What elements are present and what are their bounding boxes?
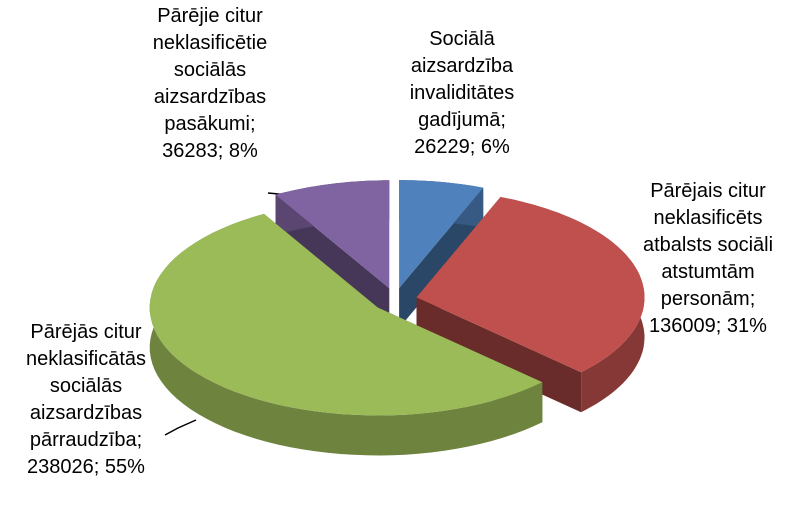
label-line: sociālās (50, 375, 122, 397)
label-value: 36283; 8% (162, 140, 258, 162)
label-line: atstumtām (661, 261, 754, 283)
slice-top (275, 180, 390, 289)
label-name: Sociālā aizsardzība invaliditātes gadījumā; (410, 28, 515, 131)
data-label: Pārējais citur neklasificēts atbalsts soci… (643, 180, 773, 337)
label-line: sociālās (174, 59, 246, 81)
data-label: Sociālā aizsardzība invaliditātes gadījumā;… (410, 28, 515, 158)
label-sep: ; (250, 113, 256, 135)
label-line: personām (661, 288, 750, 310)
label-sep: ; (750, 288, 756, 310)
slice-top (399, 180, 484, 289)
label-line: Sociālā (429, 28, 495, 50)
label-line: aizsardzības (30, 402, 142, 424)
slice-wall (149, 213, 543, 456)
label-line: pārraudzība (30, 429, 138, 451)
slice-top (149, 213, 543, 416)
label-line: invaliditātes (410, 82, 515, 104)
label-line: aizsardzība (411, 55, 514, 77)
slice (399, 180, 484, 329)
label-line: pasākumi (164, 113, 250, 135)
label-line: aizsardzības (154, 86, 266, 108)
label-name: Pārējās citur neklasificātās sociālās aizsa… (26, 321, 146, 451)
data-label: Pārējie citur neklasificētie sociālās aizsa… (153, 5, 268, 162)
label-value: 238026; 55% (27, 456, 145, 478)
leader-line (164, 419, 197, 436)
label-line: neklasificētie (153, 32, 268, 54)
label-line: atbalsts sociāli (643, 234, 773, 256)
label-line: Pārējie citur (157, 5, 263, 27)
label-line: neklasificātās (26, 348, 146, 370)
label-line: neklasificēts (654, 207, 763, 229)
slice (149, 213, 543, 456)
label-sep: ; (500, 109, 506, 131)
label-line: Pārējais citur (650, 180, 766, 202)
label-line: Pārējās citur (30, 321, 141, 343)
label-sep: ; (137, 429, 143, 451)
label-value: 136009; 31% (649, 315, 767, 337)
label-value: 26229; 6% (414, 136, 510, 158)
label-name: Pārējie citur neklasificētie sociālās aizsa… (153, 5, 268, 135)
label-line: gadījumā (418, 109, 501, 131)
label-name: Pārējais citur neklasificēts atbalsts soci… (643, 180, 773, 310)
data-label: Pārējās citur neklasificātās sociālās aizsa… (26, 321, 146, 478)
slice-top (416, 197, 645, 373)
